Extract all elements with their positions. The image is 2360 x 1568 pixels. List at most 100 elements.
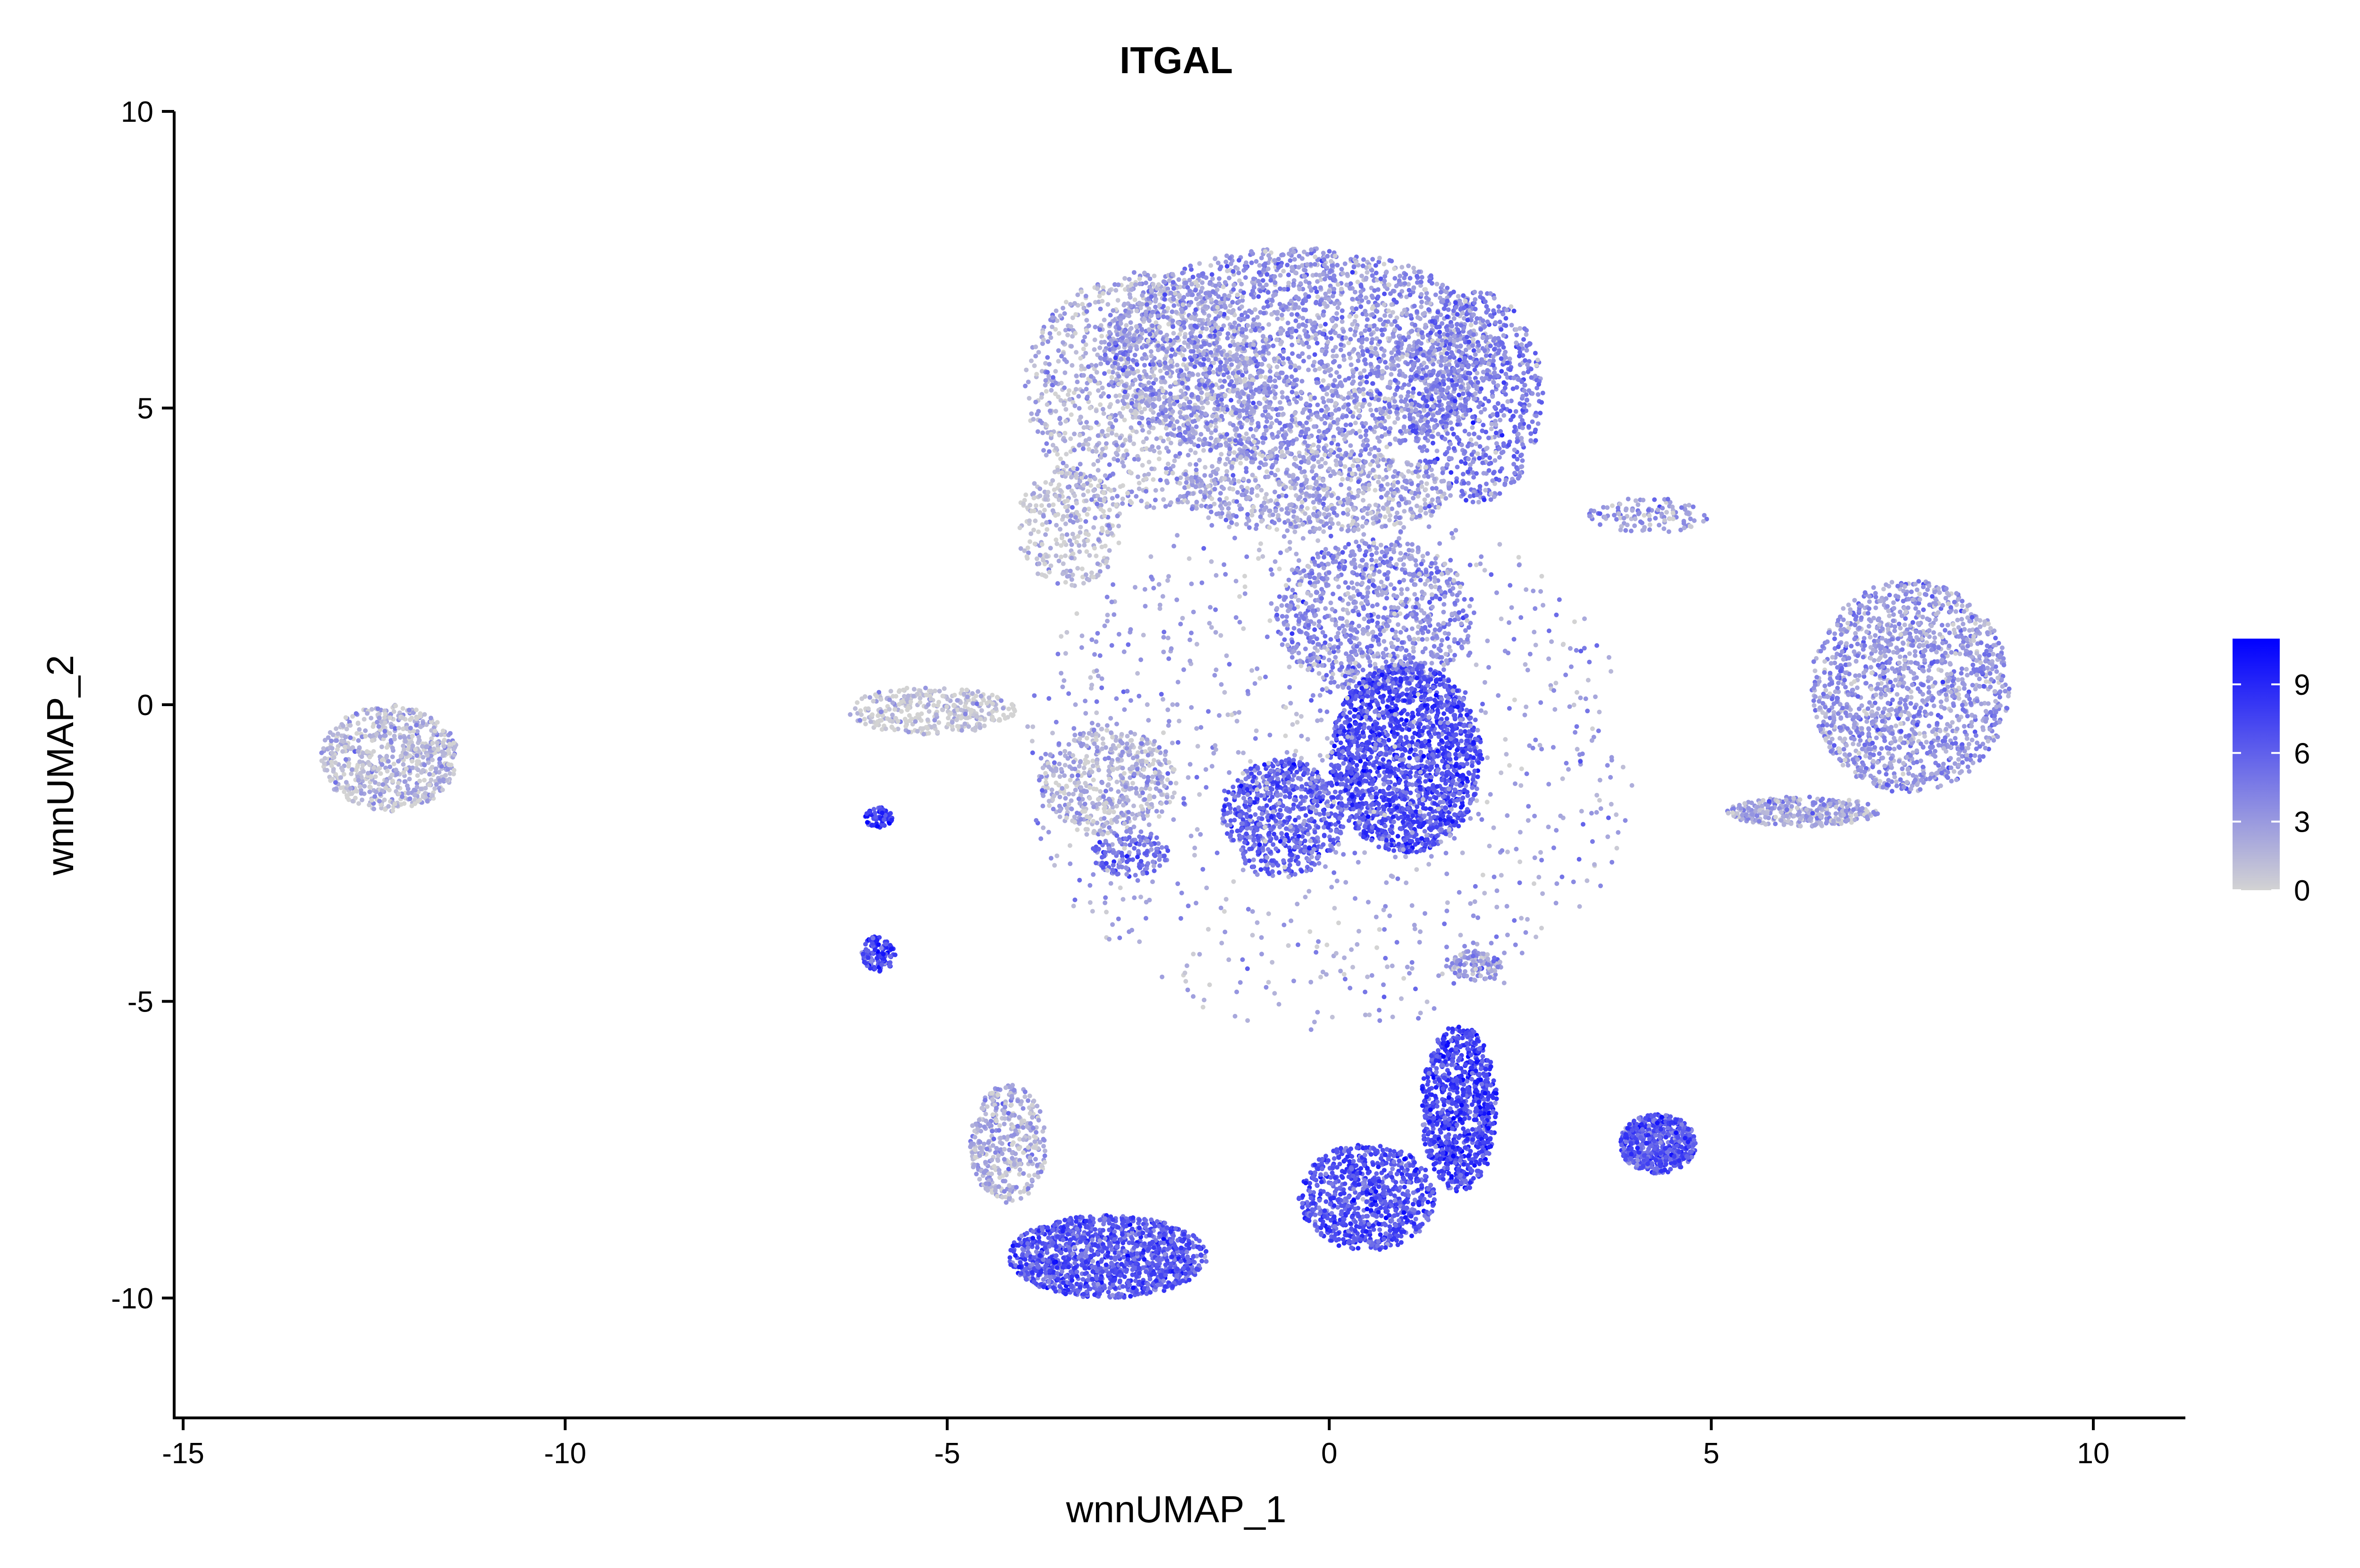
cell-point <box>1440 466 1445 471</box>
cell-point <box>1096 484 1101 489</box>
cell-point <box>1087 323 1091 328</box>
cell-point <box>1198 334 1203 338</box>
cell-point <box>1265 272 1270 277</box>
cell-point <box>1431 404 1436 409</box>
cell-point <box>1483 348 1487 353</box>
cell-point <box>1151 477 1155 482</box>
cell-point <box>1375 436 1380 440</box>
cell-point <box>1126 310 1131 315</box>
cell-point <box>1222 372 1226 377</box>
cell-point <box>1500 404 1505 408</box>
cell-point <box>1533 351 1538 355</box>
cell-point <box>1217 457 1222 462</box>
cell-point <box>1469 452 1474 457</box>
cell-point <box>1362 398 1366 403</box>
cell-point <box>1435 373 1440 378</box>
cell-point <box>1274 371 1279 376</box>
cell-point <box>1423 325 1428 330</box>
cell-point <box>1292 306 1297 311</box>
cell-point <box>1149 295 1154 299</box>
cell-point <box>1257 270 1262 275</box>
cell-point <box>1270 297 1274 302</box>
cell-point <box>1164 349 1169 354</box>
cell-point <box>1282 287 1287 292</box>
cell-point <box>1374 303 1379 308</box>
cell-point <box>1285 396 1290 400</box>
cell-point <box>1161 438 1166 443</box>
cell-point <box>1240 373 1245 378</box>
cell-point <box>1358 453 1363 457</box>
cell-point <box>1434 377 1439 382</box>
cell-point <box>1068 437 1073 441</box>
cell-point <box>1416 315 1420 320</box>
cell-point <box>1182 335 1187 339</box>
cell-point <box>1047 331 1052 336</box>
cell-point <box>1224 432 1229 437</box>
cell-point <box>1164 479 1169 483</box>
cell-point <box>1498 418 1502 422</box>
cell-point <box>1227 276 1231 280</box>
cell-point <box>1494 441 1499 446</box>
cell-point <box>1197 437 1202 442</box>
cell-point <box>1093 379 1097 383</box>
cell-point <box>1363 447 1368 452</box>
cell-point <box>1427 350 1432 355</box>
cell-point <box>1328 330 1333 335</box>
cell-point <box>1394 410 1399 414</box>
cell-point <box>1043 378 1048 383</box>
cell-point <box>1249 329 1254 333</box>
cell-point <box>1239 425 1244 430</box>
cell-point <box>1043 532 1048 537</box>
cell-point <box>1065 532 1070 537</box>
cell-point <box>1238 421 1242 425</box>
cell-point <box>1444 290 1449 295</box>
cell-point <box>1315 403 1320 407</box>
cell-point <box>1475 371 1480 375</box>
cell-point <box>1290 330 1294 335</box>
cell-point <box>1204 275 1208 280</box>
cell-point <box>1414 407 1418 412</box>
cell-point <box>1323 277 1327 281</box>
cell-point <box>1525 362 1530 367</box>
cell-point <box>1074 387 1079 392</box>
cell-point <box>1116 524 1121 529</box>
cell-point <box>1145 505 1149 509</box>
cell-point <box>1081 346 1086 351</box>
cell-point <box>1352 265 1357 270</box>
cell-point <box>1389 372 1393 377</box>
cell-point <box>1261 305 1266 310</box>
cell-point <box>1180 271 1185 276</box>
cell-point <box>1313 352 1317 357</box>
cell-point <box>1217 276 1222 281</box>
cell-point <box>1415 309 1419 314</box>
cell-point <box>1350 414 1355 419</box>
cell-point <box>1149 385 1154 390</box>
cell-point <box>1300 410 1305 415</box>
cell-point <box>1196 396 1201 401</box>
cell-point <box>1254 526 1258 531</box>
cell-point <box>1170 432 1174 437</box>
cell-point <box>1164 470 1169 475</box>
cell-point <box>1118 484 1123 489</box>
cell-point <box>1175 419 1180 424</box>
cell-point <box>1466 371 1471 375</box>
cell-point <box>1123 438 1128 442</box>
cell-point <box>1358 375 1363 380</box>
cell-point <box>1146 380 1151 385</box>
cell-point <box>1440 283 1445 287</box>
cell-point <box>1105 565 1110 569</box>
cell-point <box>1086 489 1090 494</box>
cell-point <box>1058 527 1062 531</box>
cell-point <box>1499 327 1503 332</box>
cell-point <box>1032 508 1037 513</box>
cell-point <box>1239 449 1244 454</box>
cell-point <box>1377 317 1382 322</box>
cell-point <box>1536 422 1541 426</box>
cell-point <box>1522 326 1527 331</box>
cell-point <box>1189 282 1194 287</box>
cell-point <box>1268 379 1273 383</box>
cell-point <box>1144 476 1148 481</box>
cell-point <box>1161 314 1166 319</box>
cell-point <box>1208 263 1213 268</box>
cell-point <box>1129 282 1134 287</box>
